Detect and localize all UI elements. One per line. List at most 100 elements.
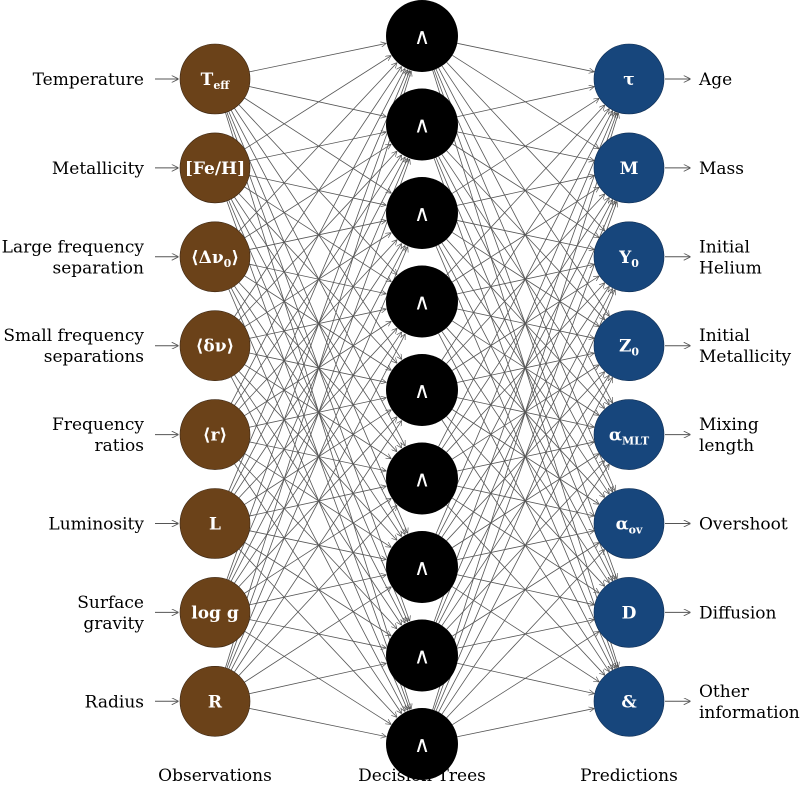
decision-tree-node-0 — [386, 0, 458, 72]
observation-label-6-line-0: Surface — [77, 593, 144, 613]
edge-obs-4-tree-4 — [249, 398, 386, 428]
edge-obs-5-tree-4 — [244, 410, 390, 505]
edge-tree-8-pred-0 — [432, 113, 619, 710]
edge-obs-2-tree-7 — [230, 287, 405, 623]
edge-tree-1-pred-0 — [457, 87, 594, 118]
prediction-label-3: Initial Metallicity — [699, 326, 792, 367]
trees-column-title: Decision Trees — [358, 766, 486, 786]
prediction-label-7-line-1: information — [699, 703, 800, 723]
edge-obs-6-tree-0 — [226, 71, 410, 580]
edge-obs-4-tree-8 — [234, 463, 401, 714]
edge-obs-7-tree-3 — [230, 334, 405, 671]
edge-obs-6-tree-5 — [244, 499, 391, 594]
column-titles: Observations Decision Trees Predictions — [158, 766, 678, 786]
decision-tree-symbol-8: ∧ — [414, 733, 430, 758]
observation-node-text-2: ⟨Δν0⟩ — [191, 248, 239, 270]
edge-obs-6-tree-7 — [249, 619, 386, 648]
observation-label-2: Large frequency separation — [2, 237, 145, 278]
prediction-node-text-2-sub: 0 — [631, 257, 639, 270]
observation-node-text-1-main: [Fe/H] — [185, 159, 245, 179]
decision-tree-symbol-4: ∧ — [414, 379, 430, 404]
prediction-node-6 — [593, 577, 665, 648]
edge-tree-8-pred-1 — [433, 202, 617, 711]
edge-obs-2-tree-0 — [238, 63, 397, 232]
observation-node-text-0: Teff — [201, 70, 231, 92]
edge-obs-5-tree-7 — [244, 541, 391, 635]
prediction-node-text-7: & — [621, 692, 637, 712]
prediction-node-text-6-main: D — [622, 603, 637, 623]
edge-obs-2-tree-2 — [249, 221, 386, 250]
edge-obs-0-tree-4 — [234, 107, 401, 359]
prediction-label-7: Other information — [699, 682, 800, 723]
edge-obs-1-tree-5 — [234, 196, 401, 448]
prediction-label-7-line-0: Other — [699, 682, 750, 702]
prediction-node-text-4: αMLT — [609, 426, 650, 448]
observation-node-text-0-sub: eff — [213, 79, 230, 92]
decision-tree-node-4 — [386, 354, 458, 426]
edge-obs-7-tree-1 — [226, 159, 410, 669]
decision-tree-symbol-1: ∧ — [414, 114, 430, 139]
prediction-node-text-4-main: α — [609, 426, 622, 446]
observation-label-0: Temperature — [33, 70, 144, 90]
observation-node-text-7-main: R — [208, 692, 223, 712]
edge-obs-7-tree-7 — [249, 663, 386, 695]
observation-label-3-line-1: separations — [44, 347, 144, 367]
prediction-label-6-line-0: Diffusion — [699, 603, 776, 623]
decision-tree-symbol-0: ∧ — [414, 25, 430, 50]
observation-label-2-line-1: separation — [52, 258, 144, 278]
prediction-node-text-2: Y0 — [618, 248, 639, 270]
edge-tree-8-pred-5 — [446, 550, 605, 719]
edge-tree-8-pred-4 — [441, 465, 609, 715]
edge-obs-7-tree-6 — [244, 587, 391, 683]
edge-obs-1-tree-6 — [230, 198, 405, 534]
prediction-node-text-3-sub: 0 — [631, 346, 639, 359]
decision-tree-symbol-6: ∧ — [414, 556, 430, 581]
observation-node-text-6-main: log g — [191, 603, 239, 623]
predictions-column-title: Predictions — [580, 766, 678, 786]
edge-obs-4-tree-3 — [244, 322, 390, 417]
observation-label-7: Radius — [85, 692, 144, 712]
decision-tree-node-1 — [386, 88, 458, 161]
edge-tree-8-pred-7 — [457, 709, 593, 738]
edge-obs-3-tree-7 — [234, 374, 401, 625]
edge-obs-7-tree-8 — [249, 707, 385, 736]
decision-tree-node-3 — [386, 265, 458, 338]
observation-node-text-4-main: ⟨r⟩ — [203, 426, 228, 446]
prediction-label-5-line-0: Overshoot — [699, 515, 788, 535]
edge-obs-3-tree-2 — [244, 233, 390, 328]
decision-tree-node-7 — [386, 619, 458, 692]
observation-label-1-line-0: Metallicity — [52, 159, 145, 179]
prediction-label-0-line-0: Age — [698, 70, 732, 90]
prediction-node-text-1: M — [620, 159, 639, 179]
prediction-label-5: Overshoot — [699, 515, 788, 535]
prediction-label-4: Mixing length — [699, 415, 759, 456]
prediction-label-3-line-1: Metallicity — [699, 347, 792, 367]
edge-obs-2-tree-4 — [244, 275, 390, 370]
observation-node-0 — [179, 43, 251, 115]
observation-label-3: Small frequency separations — [3, 326, 144, 367]
prediction-node-text-3: Z0 — [619, 337, 639, 359]
prediction-node-text-1-main: M — [620, 159, 639, 179]
connection-edges — [225, 43, 618, 736]
decision-tree-node-2 — [386, 177, 458, 249]
prediction-node-text-2-main: Y — [618, 248, 632, 268]
observation-node-text-6: log g — [191, 603, 239, 623]
edge-obs-5-tree-6 — [249, 530, 386, 560]
observation-label-5-line-0: Luminosity — [48, 515, 144, 535]
observation-label-3-line-0: Small frequency — [3, 326, 144, 346]
decision-tree-symbol-2: ∧ — [414, 202, 430, 227]
observation-label-6-line-1: gravity — [83, 614, 144, 634]
edge-tree-8-pred-2 — [435, 290, 615, 712]
observation-node-5 — [179, 488, 251, 559]
edge-obs-2-tree-1 — [244, 144, 390, 239]
observation-label-4-line-1: ratios — [95, 436, 145, 456]
edge-obs-5-tree-0 — [228, 70, 408, 492]
prediction-label-6: Diffusion — [699, 603, 776, 623]
edge-obs-3-tree-4 — [249, 352, 386, 382]
observation-node-text-3-main: ⟨δν⟩ — [196, 337, 235, 357]
observation-node-text-4: ⟨r⟩ — [203, 426, 228, 446]
observation-node-text-0-main: T — [201, 70, 214, 90]
prediction-node-text-5-main: α — [616, 515, 629, 535]
edge-obs-2-tree-3 — [249, 263, 386, 294]
